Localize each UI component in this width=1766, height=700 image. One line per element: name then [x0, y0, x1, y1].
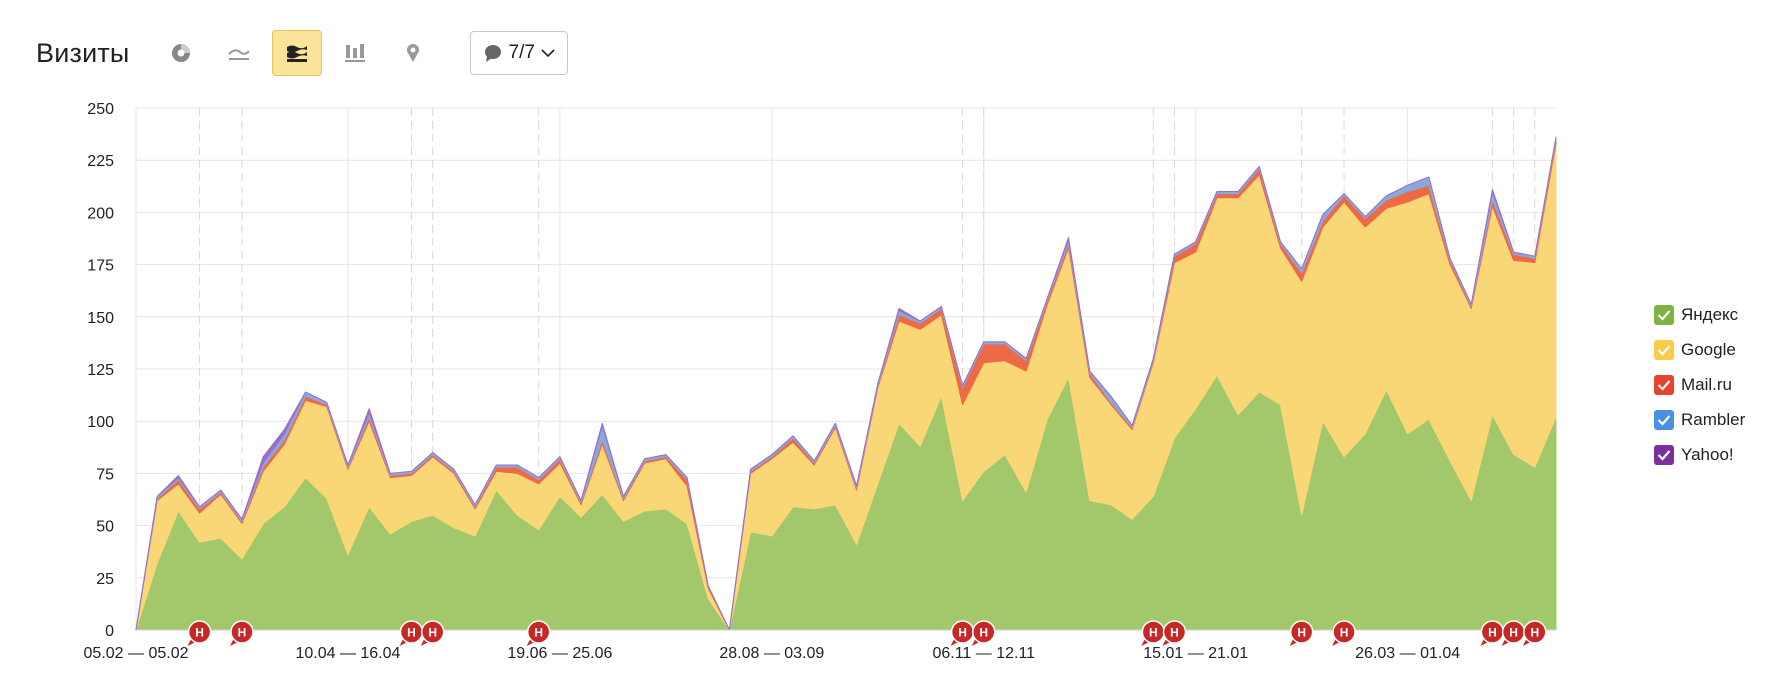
- event-marker: [230, 620, 254, 644]
- bar-chart-icon: [344, 44, 365, 62]
- event-marker-label: Н: [1488, 626, 1497, 640]
- event-marker: [420, 620, 445, 644]
- x-tick-label: 05.02 — 05.02: [84, 645, 189, 662]
- stacked-area-chart-button[interactable]: [271, 30, 322, 76]
- y-tick-label: 125: [87, 362, 114, 379]
- event-marker: [1162, 620, 1187, 644]
- event-marker-label: Н: [1340, 626, 1349, 640]
- chart-legend: Яндекс Google Mail.ru Rambler Yahoo!: [1654, 297, 1745, 472]
- legend-item-rambler[interactable]: Rambler: [1654, 402, 1745, 437]
- checkbox-icon[interactable]: [1654, 409, 1674, 430]
- legend-item-mailru[interactable]: Mail.ru: [1654, 367, 1745, 402]
- checkbox-icon[interactable]: [1654, 304, 1674, 325]
- legend-label: Yahoo!: [1681, 444, 1734, 464]
- x-tick-label: 10.04 — 16.04: [295, 645, 400, 662]
- legend-item-yahoo[interactable]: Yahoo!: [1654, 437, 1745, 472]
- event-marker-label: Н: [1170, 626, 1179, 640]
- x-tick-label: 15.01 — 21.01: [1143, 645, 1248, 662]
- series-area: [135, 136, 1557, 631]
- checkbox-icon[interactable]: [1654, 444, 1674, 465]
- event-marker-label: Н: [534, 626, 543, 640]
- event-marker: [1332, 620, 1356, 644]
- y-tick-label: 225: [87, 153, 114, 170]
- x-tick-label: 19.06 — 25.06: [507, 645, 612, 662]
- map-button[interactable]: [388, 30, 438, 76]
- x-tick-label: 06.11 — 12.11: [932, 645, 1035, 662]
- legend-item-google[interactable]: Google: [1654, 332, 1745, 367]
- event-marker-label: Н: [1297, 626, 1306, 640]
- y-tick-label: 200: [87, 205, 114, 222]
- map-icon: [406, 44, 419, 62]
- y-tick-label: 50: [96, 519, 114, 536]
- event-marker: [526, 620, 551, 644]
- speech-bubble-icon: [484, 45, 501, 62]
- x-tick-label: 26.03 — 01.04: [1355, 645, 1460, 662]
- pie-chart-button[interactable]: [156, 30, 206, 76]
- event-marker-label: Н: [1149, 626, 1158, 640]
- line-chart-button[interactable]: [214, 30, 264, 76]
- goals-selector[interactable]: 7/7: [469, 31, 568, 75]
- legend-item-yandex[interactable]: Яндекс: [1654, 297, 1745, 332]
- y-tick-label: 25: [96, 571, 114, 588]
- checkbox-icon[interactable]: [1654, 374, 1674, 395]
- legend-label: Google: [1681, 339, 1736, 359]
- y-tick-label: 175: [87, 258, 114, 275]
- y-tick-label: 150: [87, 310, 114, 327]
- event-marker-label: Н: [407, 626, 416, 640]
- event-marker: [187, 620, 212, 644]
- event-marker: [1289, 620, 1314, 644]
- goals-count: 7/7: [508, 42, 535, 63]
- checkbox-icon[interactable]: [1654, 339, 1674, 360]
- chevron-down-icon: [541, 49, 555, 58]
- event-marker-label: Н: [958, 626, 967, 640]
- event-marker: [1523, 620, 1547, 644]
- event-marker: [972, 620, 996, 644]
- stacked-area-chart: 0 25 50 75 100 125 150 175 200 225 250 05.02 — 05.0…: [84, 101, 1557, 662]
- y-tick-label: 250: [87, 101, 114, 118]
- legend-label: Яндекс: [1681, 304, 1739, 324]
- pie-chart-icon: [171, 44, 190, 62]
- y-tick-label: 100: [87, 414, 114, 431]
- event-marker-label: Н: [238, 626, 247, 640]
- x-tick-label: 28.08 — 03.09: [719, 645, 824, 662]
- chart-title: Визиты: [36, 37, 130, 68]
- y-tick-label: 0: [105, 623, 114, 640]
- legend-label: Mail.ru: [1681, 374, 1733, 394]
- event-marker-label: Н: [195, 626, 204, 640]
- event-marker-label: Н: [428, 626, 437, 640]
- stacked-area-chart-icon: [286, 45, 307, 62]
- bar-chart-button[interactable]: [330, 30, 380, 76]
- legend-label: Rambler: [1681, 409, 1746, 429]
- chart-toolbar: Визиты: [36, 30, 568, 76]
- event-marker-label: Н: [1530, 626, 1539, 640]
- y-tick-label: 75: [96, 466, 114, 483]
- event-marker-label: Н: [979, 626, 988, 640]
- line-chart-icon: [227, 49, 250, 60]
- event-marker-label: Н: [1509, 626, 1518, 640]
